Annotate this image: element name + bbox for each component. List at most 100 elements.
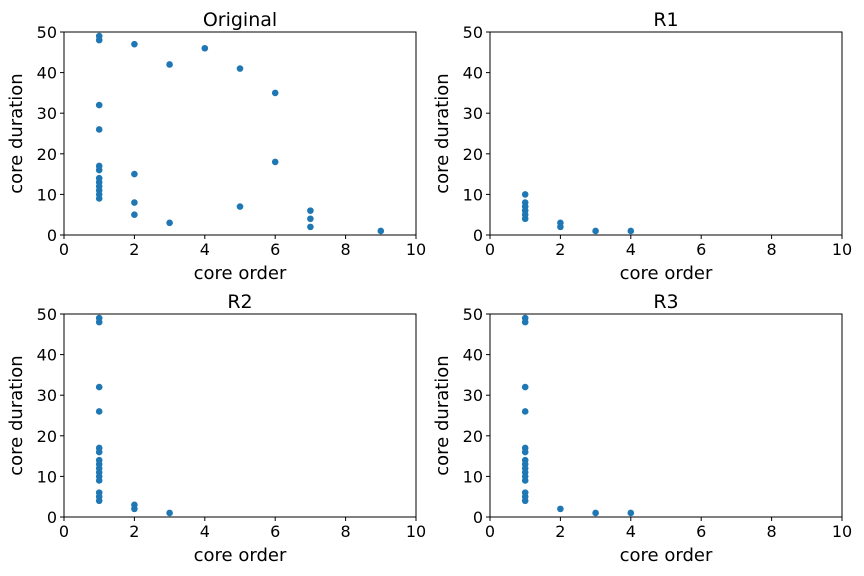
y-tick-label: 30: [463, 386, 483, 405]
x-tick-label: 0: [485, 522, 495, 541]
subplot-title: R2: [227, 291, 252, 313]
subplot-title: R1: [653, 9, 678, 31]
y-axis-label: core duration: [432, 355, 453, 475]
y-tick-label: 10: [37, 185, 57, 204]
y-tick-label: 50: [463, 23, 483, 42]
data-point: [131, 505, 138, 513]
x-tick-label: 2: [129, 240, 139, 259]
data-point: [271, 158, 279, 166]
x-tick-label: 0: [485, 240, 495, 259]
y-axis-label: core duration: [6, 73, 27, 193]
data-point: [627, 509, 635, 517]
data-point: [131, 199, 138, 206]
x-tick-label: 2: [129, 522, 139, 541]
x-tick-label: 6: [696, 240, 706, 259]
data-point: [131, 40, 138, 48]
x-tick-label: 4: [626, 240, 636, 259]
data-point: [307, 207, 314, 214]
data-point: [95, 195, 103, 202]
data-point: [95, 166, 103, 174]
x-tick-label: 6: [696, 522, 706, 541]
data-point: [166, 219, 173, 227]
x-tick-label: 8: [767, 240, 777, 259]
data-point: [377, 227, 385, 235]
data-point: [521, 408, 529, 415]
x-tick-label: 4: [626, 522, 636, 541]
data-point: [166, 509, 173, 517]
data-point: [95, 36, 103, 44]
y-tick-label: 50: [37, 23, 57, 42]
y-tick-label: 20: [463, 427, 483, 446]
data-point: [271, 89, 279, 97]
y-tick-label: 30: [37, 386, 57, 405]
data-point: [592, 227, 599, 235]
data-point: [95, 318, 103, 326]
x-tick-label: 2: [555, 240, 565, 259]
x-tick-label: 0: [59, 522, 69, 541]
x-tick-label: 2: [555, 522, 565, 541]
data-point: [95, 383, 103, 391]
subplot-3: 0 2 4 6 8 10 0 10 20 30 40 50 R2 core order core durat…: [6, 291, 426, 566]
data-point: [557, 223, 564, 231]
subplot-title: R3: [653, 291, 678, 313]
y-tick-label: 30: [37, 104, 57, 123]
subplot-title: Original: [203, 9, 277, 31]
data-point: [627, 227, 635, 235]
y-tick-label: 40: [463, 64, 483, 83]
x-tick-label: 8: [341, 240, 351, 259]
y-tick-label: 20: [463, 145, 483, 164]
x-tick-label: 6: [270, 240, 280, 259]
x-tick-label: 4: [200, 522, 210, 541]
y-tick-label: 20: [37, 145, 57, 164]
y-tick-label: 50: [37, 305, 57, 324]
data-point: [592, 509, 599, 517]
data-point: [521, 215, 529, 223]
x-tick-label: 6: [270, 522, 280, 541]
plot-frame: [63, 31, 417, 236]
data-point: [307, 215, 314, 223]
y-tick-label: 40: [463, 346, 483, 365]
plot-frame: [489, 313, 843, 518]
x-tick-label: 8: [767, 522, 777, 541]
x-tick-label: 10: [832, 240, 852, 259]
y-tick-label: 30: [463, 104, 483, 123]
x-axis-label: core order: [194, 545, 287, 566]
x-tick-label: 10: [406, 240, 426, 259]
data-point: [521, 448, 529, 456]
data-point: [166, 61, 173, 68]
data-point: [521, 318, 529, 326]
y-tick-label: 0: [47, 226, 57, 245]
y-tick-label: 10: [463, 185, 483, 204]
x-tick-label: 0: [59, 240, 69, 259]
y-axis-label: core duration: [432, 73, 453, 193]
data-point: [131, 211, 138, 218]
data-point: [521, 497, 529, 505]
x-axis-label: core order: [620, 263, 713, 284]
x-tick-label: 8: [341, 522, 351, 541]
subplot-4: 0 2 4 6 8 10 0 10 20 30 40 50 R3 core order core durat…: [432, 291, 852, 566]
y-tick-label: 20: [37, 427, 57, 446]
plot-frame: [489, 31, 843, 236]
x-tick-label: 4: [200, 240, 210, 259]
data-point: [95, 477, 103, 484]
x-tick-label: 10: [832, 522, 852, 541]
data-point: [95, 448, 103, 456]
data-point: [236, 203, 244, 210]
data-point: [95, 497, 103, 505]
data-point: [201, 44, 209, 52]
data-point: [557, 505, 564, 513]
y-tick-label: 10: [463, 467, 483, 486]
data-point: [521, 383, 529, 391]
y-tick-label: 40: [37, 64, 57, 83]
x-axis-label: core order: [194, 263, 287, 284]
y-axis-label: core duration: [6, 355, 27, 475]
subplot-2: 0 2 4 6 8 10 0 10 20 30 40 50 R1 core order core durat…: [432, 9, 852, 284]
y-tick-label: 50: [463, 305, 483, 324]
data-point: [95, 408, 103, 415]
y-tick-label: 0: [473, 226, 483, 245]
subplot-1: 0 2 4 6 8 10 0 10 20 30 40 50 Original core order core…: [6, 9, 426, 284]
data-point: [307, 223, 314, 231]
data-point: [131, 170, 138, 178]
y-tick-label: 40: [37, 346, 57, 365]
